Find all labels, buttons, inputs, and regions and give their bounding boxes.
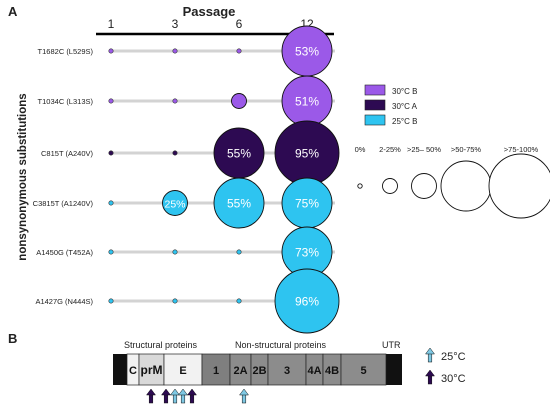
bubble-point	[274, 268, 340, 334]
size-legend-label: >75-100%	[504, 145, 539, 154]
genome-segment-label: prM	[141, 363, 163, 377]
legend-label: 30°C B	[392, 87, 417, 96]
arrow-30c	[187, 388, 197, 404]
size-legend-label: 0%	[355, 145, 366, 154]
size-legend-label: >50-75%	[451, 145, 482, 154]
genome-segment-E	[163, 353, 203, 386]
bubble-point	[108, 98, 114, 104]
bubble-value-label: 95%	[295, 147, 319, 161]
genome-segment-label: 2B	[252, 365, 266, 377]
bubble-point	[213, 177, 265, 229]
legend-label: 30°C A	[392, 102, 418, 111]
genome-segment-prM	[138, 353, 165, 386]
genome-segment-3	[267, 353, 307, 386]
genome-segment-label: 5	[360, 365, 366, 377]
arrow-25c	[239, 388, 249, 404]
size-legend-circle	[488, 153, 550, 219]
utr-label: UTR	[382, 340, 401, 350]
genome-segment-label: 4A	[307, 365, 321, 377]
genome-segment-label: C	[129, 365, 137, 377]
mutation-label: T1034C (L313S)	[38, 97, 94, 106]
genome-segment-label: 2A	[233, 365, 247, 377]
size-legend-circle	[357, 183, 363, 189]
arrow-legend-icon	[425, 347, 435, 363]
bubble-point	[108, 150, 114, 156]
genome-segment-label: 1	[213, 365, 219, 377]
bubble-point	[172, 298, 178, 304]
arrow-legend-icon	[425, 369, 435, 385]
arrow-30c	[161, 388, 171, 404]
bubble-point	[172, 150, 178, 156]
bubble-value-label: 96%	[295, 295, 319, 309]
arrow-legend-label: 30°C	[441, 373, 466, 385]
bubble-value-label: 55%	[227, 197, 251, 211]
size-legend-circle	[382, 178, 398, 194]
bubble-point	[108, 200, 114, 206]
structural-proteins-label: Structural proteins	[124, 340, 198, 350]
arrow-25c	[178, 388, 188, 404]
legend-label: 25°C B	[392, 117, 417, 126]
y-axis-title: nonsynonymous substitutions	[17, 93, 29, 260]
bubble-point	[236, 48, 242, 54]
bubble-value-label: 25%	[164, 199, 185, 211]
genome-segment-label: E	[179, 365, 186, 377]
bubble-value-label: 75%	[295, 197, 319, 211]
bubble-point	[162, 190, 188, 216]
size-legend-circle	[440, 160, 492, 212]
size-legend-label: >25– 50%	[407, 145, 441, 154]
genome-segment-label: 4B	[325, 365, 339, 377]
bubble-point	[172, 48, 178, 54]
bubble-point	[236, 298, 242, 304]
bubble-value-label: 51%	[295, 95, 319, 109]
mutation-label: T1682C (L529S)	[38, 47, 94, 56]
bubble-point	[108, 298, 114, 304]
bubble-value-label: 55%	[227, 147, 251, 161]
arrow-legend-label: 25°C	[441, 351, 466, 363]
utr-3-block	[386, 354, 402, 385]
mutation-label: A1427G (N444S)	[35, 297, 93, 306]
bubble-point	[231, 93, 247, 109]
nonstructural-proteins-label: Non-structural proteins	[235, 340, 327, 350]
mutation-label: C3815T (A1240V)	[33, 199, 94, 208]
bubble-point	[108, 249, 114, 255]
size-legend-circle	[411, 173, 437, 199]
genome-segment-1	[201, 353, 231, 386]
legend-swatch	[364, 84, 386, 96]
bubble-point	[172, 98, 178, 104]
bubble-point	[172, 249, 178, 255]
legend-swatch	[364, 114, 386, 126]
arrow-30c	[146, 388, 156, 404]
passage-tick-3: 3	[172, 17, 179, 31]
passage-axis-title: Passage	[183, 4, 236, 19]
bubble-point	[108, 48, 114, 54]
genome-segment-label: 3	[284, 365, 290, 377]
passage-tick-6: 6	[236, 17, 243, 31]
legend-swatch	[364, 99, 386, 111]
bubble-point	[236, 249, 242, 255]
mutation-label: C815T (A240V)	[41, 149, 93, 158]
bubble-value-label: 73%	[295, 246, 319, 260]
bubble-value-label: 53%	[295, 45, 319, 59]
genome-segment-5	[340, 353, 387, 386]
passage-tick-1: 1	[108, 17, 115, 31]
utr-5-block	[113, 354, 127, 385]
mutation-label: A1450G (T452A)	[36, 248, 93, 257]
panel-b-label: B	[8, 331, 17, 346]
panel-a-label: A	[8, 4, 18, 19]
size-legend-label: 2-25%	[379, 145, 401, 154]
arrow-25c	[170, 388, 180, 404]
